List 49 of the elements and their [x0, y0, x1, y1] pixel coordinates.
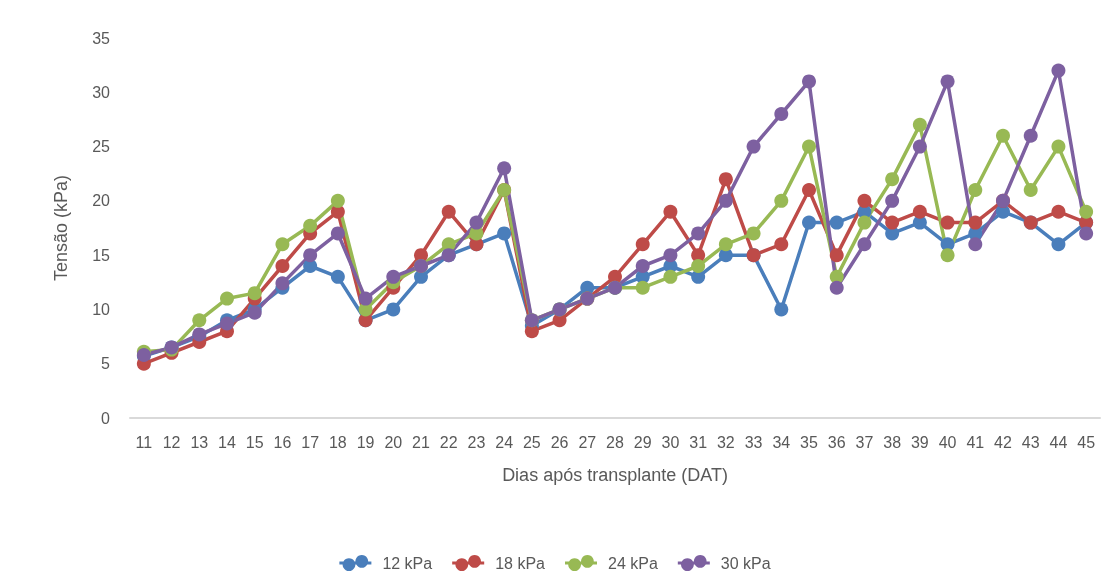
x-tick-label: 35 [800, 433, 818, 451]
x-tick-label: 16 [273, 433, 292, 451]
y-axis-title: Tensão (kPa) [51, 174, 71, 282]
x-tick-label: 32 [716, 433, 735, 451]
x-tick-label: 37 [855, 433, 874, 451]
x-tick-label: 29 [633, 433, 652, 451]
x-tick-label: 24 [495, 433, 514, 451]
x-tick-label: 11 [135, 433, 153, 451]
y-tick-label: 35 [92, 29, 111, 47]
x-tick-label: 40 [938, 433, 957, 451]
y-tick-label: 30 [92, 83, 111, 101]
x-tick-label: 38 [883, 433, 902, 451]
legend-label: 24 kPa [608, 554, 658, 572]
x-tick-label: 44 [1049, 433, 1068, 451]
x-tick-label: 20 [384, 433, 403, 451]
x-tick-label: 33 [744, 433, 763, 451]
legend-label: 12 kPa [382, 554, 433, 572]
y-tick-label: 15 [92, 246, 111, 264]
y-tick-label: 0 [101, 409, 111, 427]
x-axis-title: Dias após transplante (DAT) [502, 465, 728, 485]
x-tick-label: 13 [190, 433, 209, 451]
legend-label: 30 kPa [720, 554, 771, 572]
x-tick-label: 42 [994, 433, 1012, 451]
y-tick-label: 5 [101, 355, 111, 373]
legend-label: 18 kPa [495, 554, 546, 572]
x-tick-label: 36 [827, 433, 846, 451]
x-tick-label: 22 [439, 433, 458, 451]
y-tick-label: 10 [92, 300, 111, 318]
x-tick-label: 43 [1021, 433, 1040, 451]
x-tick-label: 18 [328, 433, 347, 451]
x-tick-label: 15 [245, 433, 264, 451]
x-tick-label: 25 [522, 433, 541, 451]
x-tick-label: 19 [356, 433, 375, 451]
x-tick-label: 12 [162, 433, 181, 451]
y-tick-label: 25 [92, 138, 111, 156]
x-tick-label: 41 [966, 433, 985, 451]
x-tick-label: 31 [689, 433, 708, 451]
x-tick-label: 14 [218, 433, 236, 451]
y-tick-label: 20 [92, 192, 111, 210]
x-tick-label: 21 [412, 433, 430, 451]
x-tick-label: 45 [1077, 433, 1096, 451]
x-tick-label: 26 [550, 433, 569, 451]
x-tick-label: 17 [301, 433, 320, 451]
x-tick-label: 27 [578, 433, 597, 451]
x-tick-label: 23 [467, 433, 486, 451]
x-tick-label: 30 [661, 433, 680, 451]
x-tick-label: 34 [772, 433, 791, 451]
x-tick-label: 39 [910, 433, 929, 451]
x-tick-label: 28 [606, 433, 624, 451]
